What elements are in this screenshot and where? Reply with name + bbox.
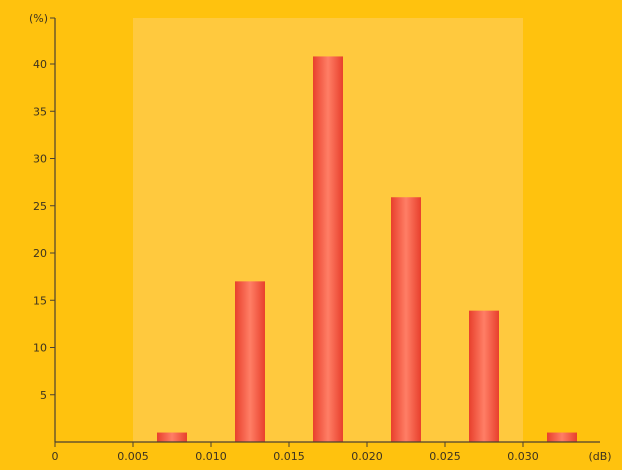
y-tick-label: 30	[33, 153, 47, 166]
y-unit-label: (%)	[29, 12, 48, 25]
x-tick-label: 0.030	[507, 450, 539, 463]
y-tick-label: 25	[33, 200, 47, 213]
bar	[391, 197, 421, 442]
x-tick-label: 0.010	[195, 450, 227, 463]
bars-group	[157, 56, 577, 442]
y-tick-label: 35	[33, 105, 47, 118]
y-tick-label: 5	[40, 389, 47, 402]
axes-group	[50, 17, 600, 447]
x-tick-label: 0.020	[351, 450, 383, 463]
bar	[313, 56, 343, 442]
y-tick-label: 40	[33, 58, 47, 71]
bar	[157, 432, 187, 442]
x-unit-label: (dB)	[588, 450, 611, 463]
y-tick-label: 20	[33, 247, 47, 260]
y-tick-label: 10	[33, 342, 47, 355]
x-tick-label: 0.025	[429, 450, 461, 463]
bar	[235, 281, 265, 442]
y-tick-label: 15	[33, 294, 47, 307]
x-tick-label: 0.015	[273, 450, 305, 463]
x-tick-label: 0	[52, 450, 59, 463]
bar	[469, 310, 499, 442]
bar	[547, 432, 577, 442]
tick-labels-group: 5 10 15 20 25 30 35 40 (%) 0 0.005 0.010 0.015 0.020 0…	[29, 12, 612, 463]
x-tick-label: 0.005	[117, 450, 149, 463]
